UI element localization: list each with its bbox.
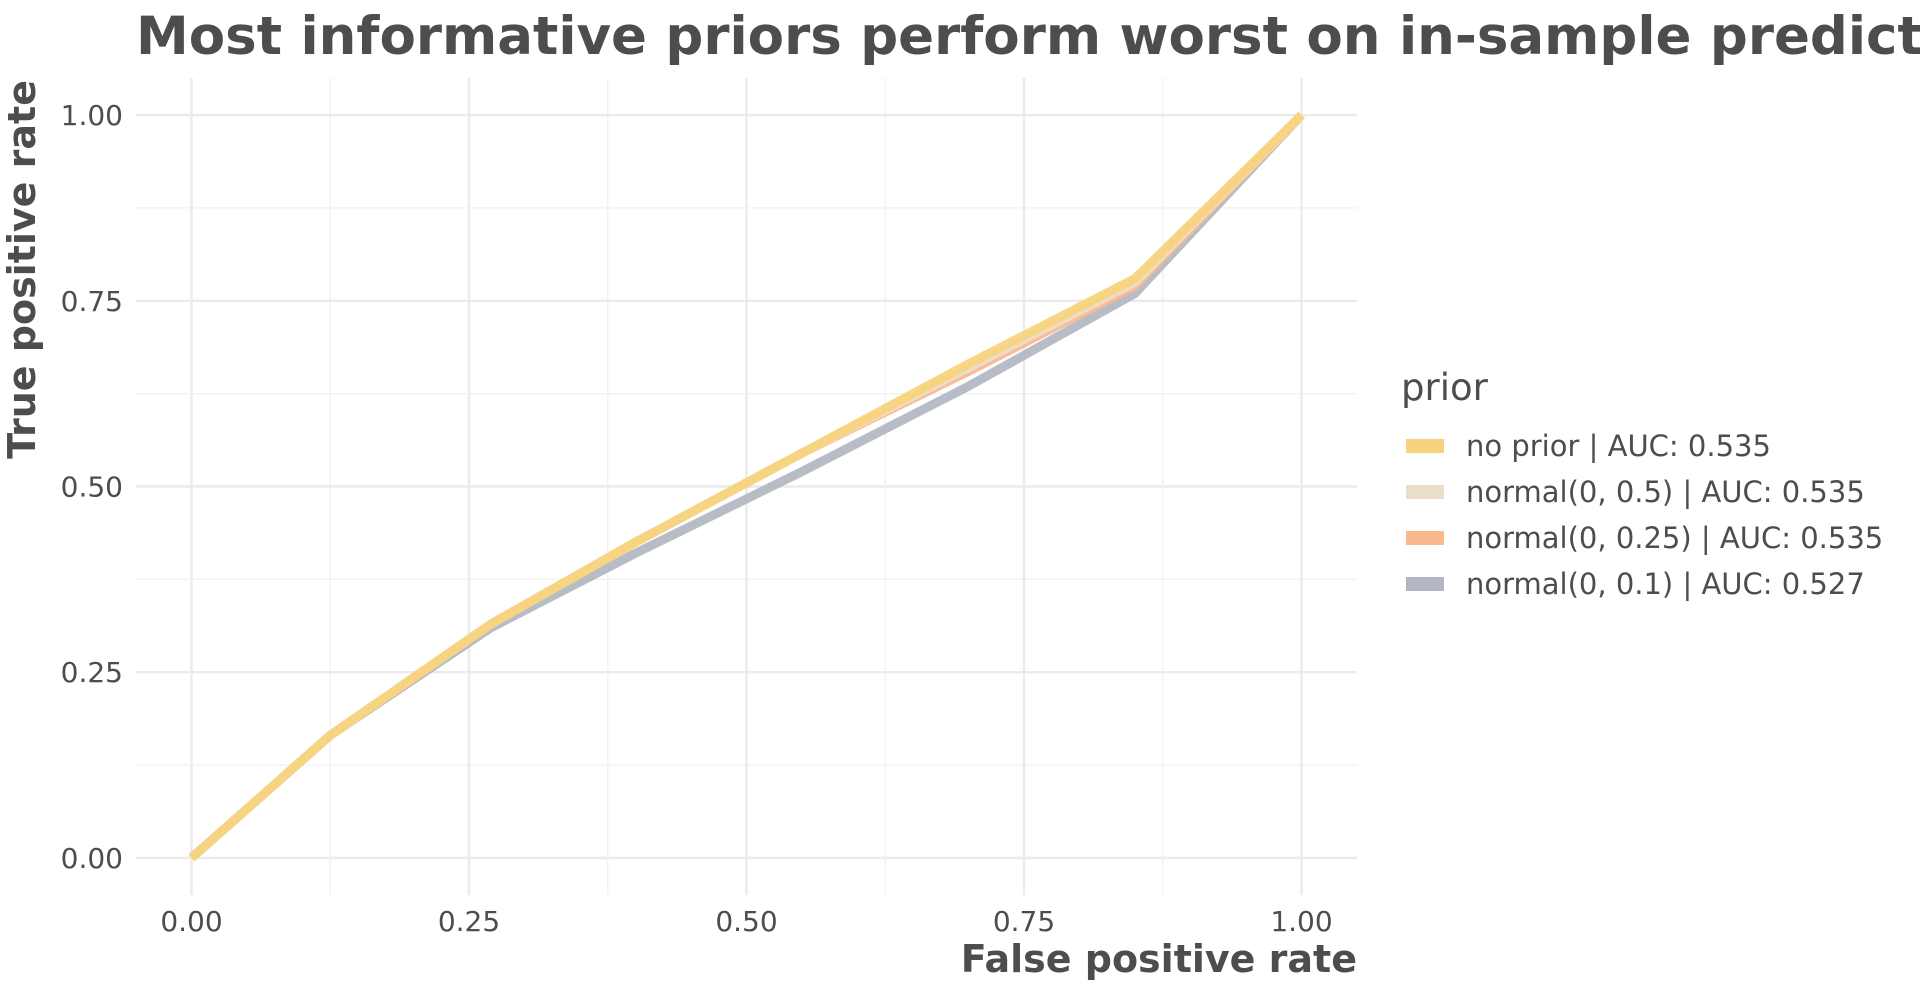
y-axis-title: True positive rate <box>0 80 44 459</box>
y-tick-label: 0.00 <box>61 842 123 875</box>
legend-items: no prior | AUC: 0.535 normal(0, 0.5) | AU… <box>1406 429 1883 601</box>
tick-layer: 0.00 0.25 0.50 0.75 1.00 0.00 0.25 0.50 0.75 1.00 <box>61 99 1333 938</box>
x-axis-title: False positive rate <box>961 937 1357 981</box>
x-tick-label: 1.00 <box>1270 905 1332 938</box>
x-tick-label: 0.75 <box>993 905 1055 938</box>
legend-label: normal(0, 0.25) | AUC: 0.535 <box>1466 521 1883 555</box>
x-tick-label: 0.50 <box>715 905 777 938</box>
legend-label: no prior | AUC: 0.535 <box>1466 429 1771 463</box>
legend-key <box>1406 485 1444 499</box>
legend-key <box>1406 531 1444 545</box>
x-tick-label: 0.00 <box>160 905 222 938</box>
legend: prior no prior | AUC: 0.535 normal(0, 0.5… <box>1401 366 1883 601</box>
legend-key <box>1406 439 1444 453</box>
legend-key <box>1406 577 1444 591</box>
chart-title: Most informative priors perform worst on… <box>136 6 1920 67</box>
legend-label: normal(0, 0.1) | AUC: 0.527 <box>1466 567 1865 601</box>
legend-label: normal(0, 0.5) | AUC: 0.535 <box>1466 475 1865 509</box>
series-line <box>188 111 1305 862</box>
y-tick-label: 0.25 <box>61 656 123 689</box>
legend-title: prior <box>1401 366 1489 409</box>
y-tick-label: 1.00 <box>61 99 123 132</box>
y-tick-label: 0.50 <box>61 471 123 504</box>
y-tick-label: 0.75 <box>61 285 123 318</box>
grid-layer <box>136 78 1357 895</box>
x-tick-label: 0.25 <box>438 905 500 938</box>
series-layer <box>188 111 1305 862</box>
